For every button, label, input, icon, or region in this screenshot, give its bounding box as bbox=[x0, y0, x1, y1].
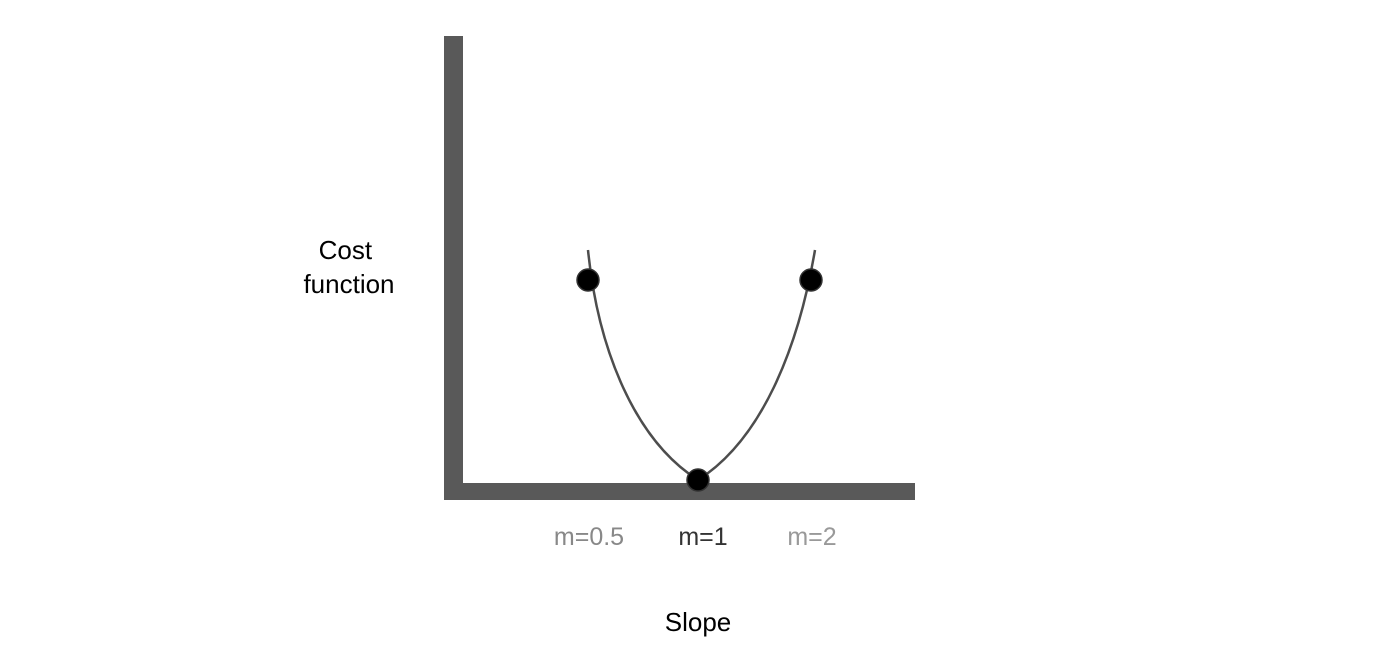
y-axis bbox=[444, 36, 463, 500]
y-axis-label-line-1: Cost bbox=[319, 235, 373, 265]
point-label-m-2: m=2 bbox=[787, 523, 836, 551]
x-axis bbox=[444, 483, 915, 500]
point-m-2 bbox=[799, 268, 823, 292]
point-label-m-0-5: m=0.5 bbox=[554, 523, 624, 551]
point-label-m-1: m=1 bbox=[678, 523, 727, 551]
y-axis-label: Cost function bbox=[303, 235, 394, 299]
point-m-1 bbox=[686, 468, 710, 492]
x-axis-label: Slope bbox=[665, 607, 732, 637]
cost-curve bbox=[586, 249, 817, 482]
point-m-0-5 bbox=[576, 268, 600, 292]
y-axis-label-line-2: function bbox=[303, 269, 394, 299]
